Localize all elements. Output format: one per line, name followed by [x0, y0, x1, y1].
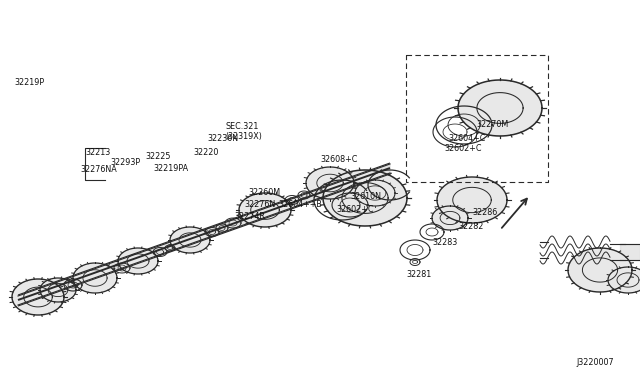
Text: 32274R: 32274R [234, 212, 265, 221]
Text: 32281: 32281 [406, 270, 431, 279]
Polygon shape [73, 263, 117, 293]
Polygon shape [620, 244, 640, 260]
Text: 32260M: 32260M [248, 188, 280, 197]
Polygon shape [306, 167, 354, 199]
Polygon shape [458, 80, 542, 136]
Polygon shape [18, 164, 390, 305]
Text: SEC.321: SEC.321 [225, 122, 259, 131]
Text: 32220: 32220 [193, 148, 218, 157]
Text: 32286: 32286 [472, 208, 497, 217]
Text: 32276N: 32276N [244, 200, 275, 209]
Polygon shape [432, 206, 468, 230]
Text: 32219P: 32219P [14, 78, 44, 87]
Polygon shape [323, 170, 407, 226]
Text: 32270M: 32270M [476, 120, 508, 129]
Text: J3220007: J3220007 [576, 358, 614, 367]
Polygon shape [608, 267, 640, 293]
Polygon shape [355, 180, 395, 206]
Text: 32219PA: 32219PA [153, 164, 188, 173]
Text: 32602+C: 32602+C [336, 205, 374, 214]
Polygon shape [239, 193, 291, 227]
Text: 32293P: 32293P [110, 158, 140, 167]
Text: 32608+C: 32608+C [320, 155, 357, 164]
Text: 32610N: 32610N [350, 192, 381, 201]
Polygon shape [40, 278, 76, 302]
Text: 32213: 32213 [85, 148, 110, 157]
Polygon shape [118, 248, 158, 274]
Polygon shape [170, 227, 210, 253]
Text: 32602+C: 32602+C [444, 144, 481, 153]
Text: (32319X): (32319X) [225, 132, 262, 141]
Polygon shape [437, 177, 507, 223]
Text: 32236N: 32236N [207, 134, 238, 143]
Polygon shape [12, 279, 64, 315]
Text: 32283: 32283 [432, 238, 457, 247]
Text: 32225: 32225 [145, 152, 170, 161]
Polygon shape [568, 248, 632, 292]
Text: 32276NA: 32276NA [80, 165, 116, 174]
Text: 32604+C: 32604+C [448, 134, 485, 143]
Text: 32282: 32282 [458, 222, 483, 231]
Text: 32604++B: 32604++B [278, 200, 322, 209]
